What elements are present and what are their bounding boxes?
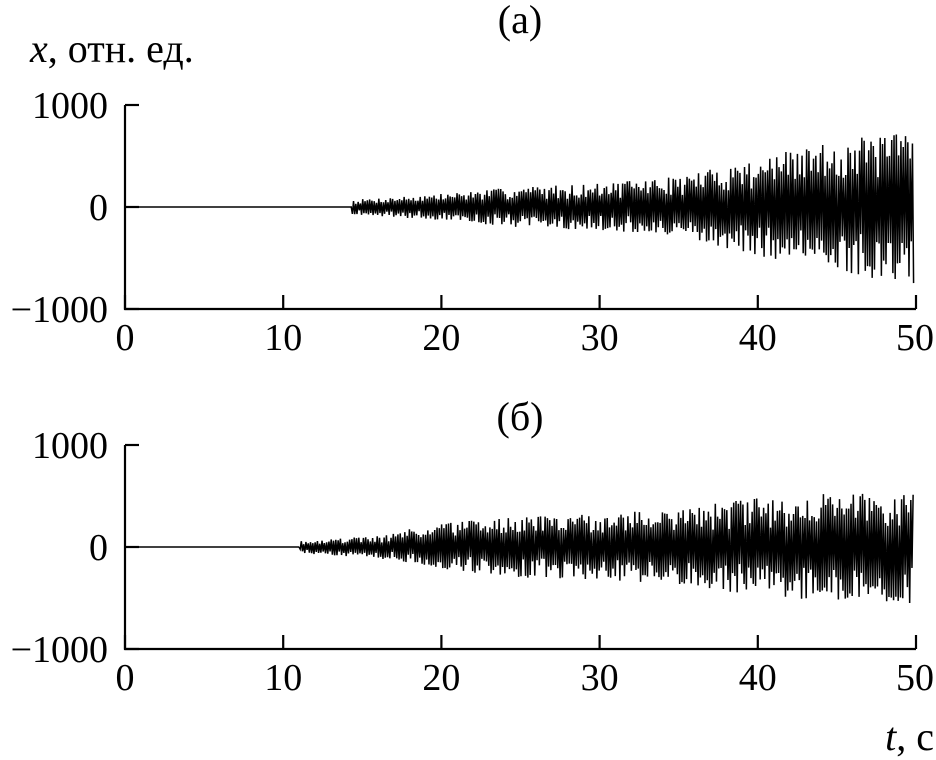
- x-tick-label: 0: [116, 317, 135, 359]
- panel-b-xlabel-rest: , с: [896, 714, 934, 759]
- y-tick-label: −1000: [11, 289, 108, 331]
- panel-b-xlabel: t, с: [885, 714, 934, 759]
- y-tick-label: 0: [89, 527, 108, 569]
- panel-b-signal: [298, 493, 914, 603]
- x-tick-label: 20: [422, 317, 460, 359]
- panel-b-axes: [123, 445, 916, 651]
- panel-b-xlabel-symbol: t: [885, 714, 897, 759]
- y-tick-label: 1000: [32, 425, 108, 467]
- x-tick-label: 50: [896, 317, 934, 359]
- x-tick-label: 40: [739, 317, 777, 359]
- x-tick-label: 20: [422, 657, 460, 699]
- y-tick-label: −1000: [11, 629, 108, 671]
- panel-a-ylabel-rest: , отн. ед.: [48, 26, 194, 71]
- panel-a-ylabel-symbol: x: [29, 26, 48, 71]
- panel-b-title: (б): [497, 394, 544, 439]
- x-tick-label: 40: [739, 657, 777, 699]
- panel-a-ylabel: x, отн. ед.: [29, 26, 194, 71]
- y-tick-label: 0: [89, 187, 108, 229]
- x-tick-label: 0: [116, 657, 135, 699]
- y-tick-label: 1000: [32, 85, 108, 127]
- panel-a-title: (a): [498, 0, 542, 42]
- x-tick-label: 10: [264, 657, 302, 699]
- panel-a-signal: [350, 134, 915, 284]
- x-tick-label: 30: [581, 317, 619, 359]
- panel-a-axes: [123, 105, 916, 311]
- x-tick-label: 30: [581, 657, 619, 699]
- x-tick-label: 10: [264, 317, 302, 359]
- x-tick-label: 50: [896, 657, 934, 699]
